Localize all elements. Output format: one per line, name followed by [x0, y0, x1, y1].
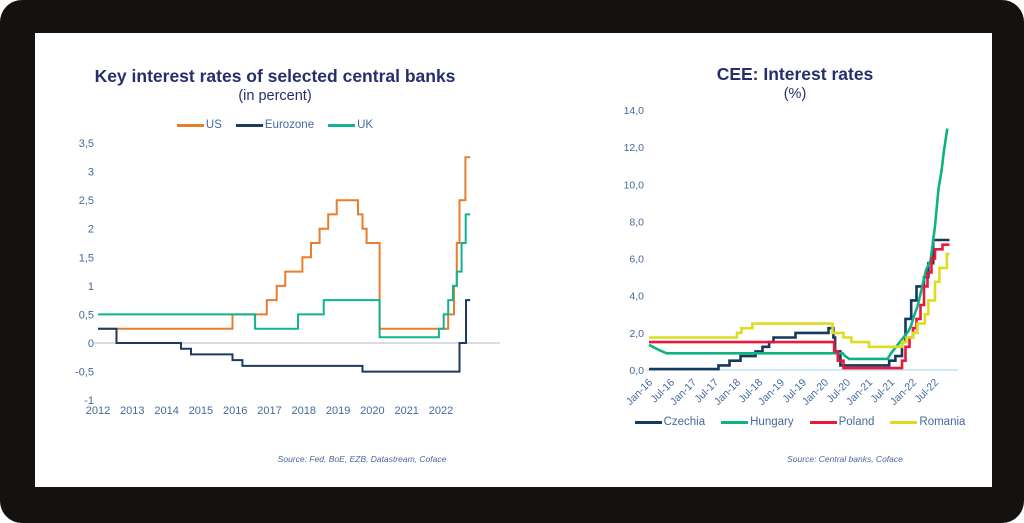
y-axis-tick-label: 2,0: [629, 328, 644, 340]
legend-item-romania: Romania: [890, 416, 965, 428]
y-axis-tick-label: 14,0: [624, 105, 645, 117]
legend-label-hungary: Hungary: [750, 416, 794, 428]
left-chart-header: Key interest rates of selected central b…: [35, 66, 515, 106]
x-axis-tick-label: 2015: [189, 405, 213, 417]
right-chart-source: Source: Central banks, Coface: [787, 454, 903, 464]
uk-line-swatch-icon: [328, 123, 356, 127]
x-axis-tick-label: 2013: [120, 405, 144, 417]
right-chart-legend: Czechia Hungary Poland Romania: [610, 416, 990, 428]
legend-item-hungary: Hungary: [721, 416, 794, 428]
x-axis-tick-label: 2014: [154, 405, 178, 417]
y-axis-tick-label: 2: [88, 224, 94, 236]
legend-item-us: US: [176, 119, 222, 131]
left-chart-title: Key interest rates of selected central b…: [94, 66, 456, 86]
czechia-line-swatch-icon: [634, 420, 662, 424]
x-axis-tick-label: 2017: [257, 405, 281, 417]
x-axis-tick-label: 2022: [429, 405, 453, 417]
y-axis-tick-label: 3,5: [79, 138, 94, 150]
x-axis-tick-label: 2020: [360, 405, 384, 417]
legend-item-uk: UK: [328, 119, 373, 131]
romania-line-swatch-icon: [890, 420, 918, 424]
legend-item-eurozone: Eurozone: [235, 119, 315, 131]
x-axis-tick-label: 2012: [86, 405, 110, 417]
y-axis-tick-label: 0,0: [629, 365, 644, 377]
legend-label-czechia: Czechia: [663, 416, 706, 428]
x-axis-tick-label: 2019: [326, 405, 350, 417]
series-line-hungary: [648, 128, 949, 361]
left-chart-legend: US Eurozone UK: [35, 119, 515, 131]
right-chart-title: CEE: Interest rates: [716, 64, 874, 84]
y-axis-tick-label: 4,0: [629, 291, 644, 303]
y-axis-tick-label: 0: [88, 338, 94, 350]
x-axis-tick-label: Jul-22: [912, 377, 941, 406]
legend-item-poland: Poland: [809, 416, 875, 428]
poland-line-swatch-icon: [809, 420, 837, 424]
eurozone-line-swatch-icon: [235, 123, 263, 127]
legend-label-eurozone: Eurozone: [264, 119, 315, 131]
series-line-poland: [649, 243, 950, 370]
series-line-eurozone: [98, 299, 471, 373]
y-axis-tick-label: 10,0: [624, 179, 645, 191]
left-chart-source: Source: Fed, BoE, EZB, Datastream, Cofac…: [277, 454, 447, 464]
y-axis-tick-label: 0,5: [79, 309, 94, 321]
legend-label-romania: Romania: [919, 416, 966, 428]
cee-interest-rates-chart: 14,012,010,08,06,04,02,00,0Jan-16Jul-16J…: [624, 105, 958, 408]
series-line-romania: [649, 252, 950, 349]
legend-item-czechia: Czechia: [634, 416, 706, 428]
y-axis-tick-label: -1: [84, 395, 94, 407]
series-line-uk: [98, 213, 471, 339]
y-axis-tick-label: 1,5: [79, 252, 94, 264]
left-chart-subtitle: (in percent): [238, 88, 312, 104]
x-axis-tick-label: 2018: [292, 405, 316, 417]
y-axis-tick-label: 6,0: [629, 254, 644, 266]
right-chart-subtitle: (%): [783, 86, 807, 102]
slide-panel: Key interest rates of selected central b…: [35, 33, 992, 487]
x-axis-tick-label: 2016: [223, 405, 247, 417]
us-line-swatch-icon: [176, 123, 204, 127]
y-axis-tick-label: 2,5: [79, 195, 94, 207]
series-line-us: [98, 156, 471, 330]
right-chart-header: CEE: Interest rates (%): [610, 64, 980, 104]
y-axis-tick-label: -0,5: [75, 367, 94, 379]
y-axis-tick-label: 1: [88, 281, 94, 293]
y-axis-tick-label: 8,0: [629, 216, 644, 228]
hungary-line-swatch-icon: [721, 420, 749, 424]
legend-label-uk: UK: [357, 119, 374, 131]
x-axis-tick-label: Jan-16: [624, 377, 655, 408]
legend-label-us: US: [205, 119, 222, 131]
y-axis-tick-label: 12,0: [624, 142, 645, 154]
x-axis-tick-label: 2021: [394, 405, 418, 417]
legend-label-poland: Poland: [838, 416, 875, 428]
y-axis-tick-label: 3: [88, 167, 94, 179]
